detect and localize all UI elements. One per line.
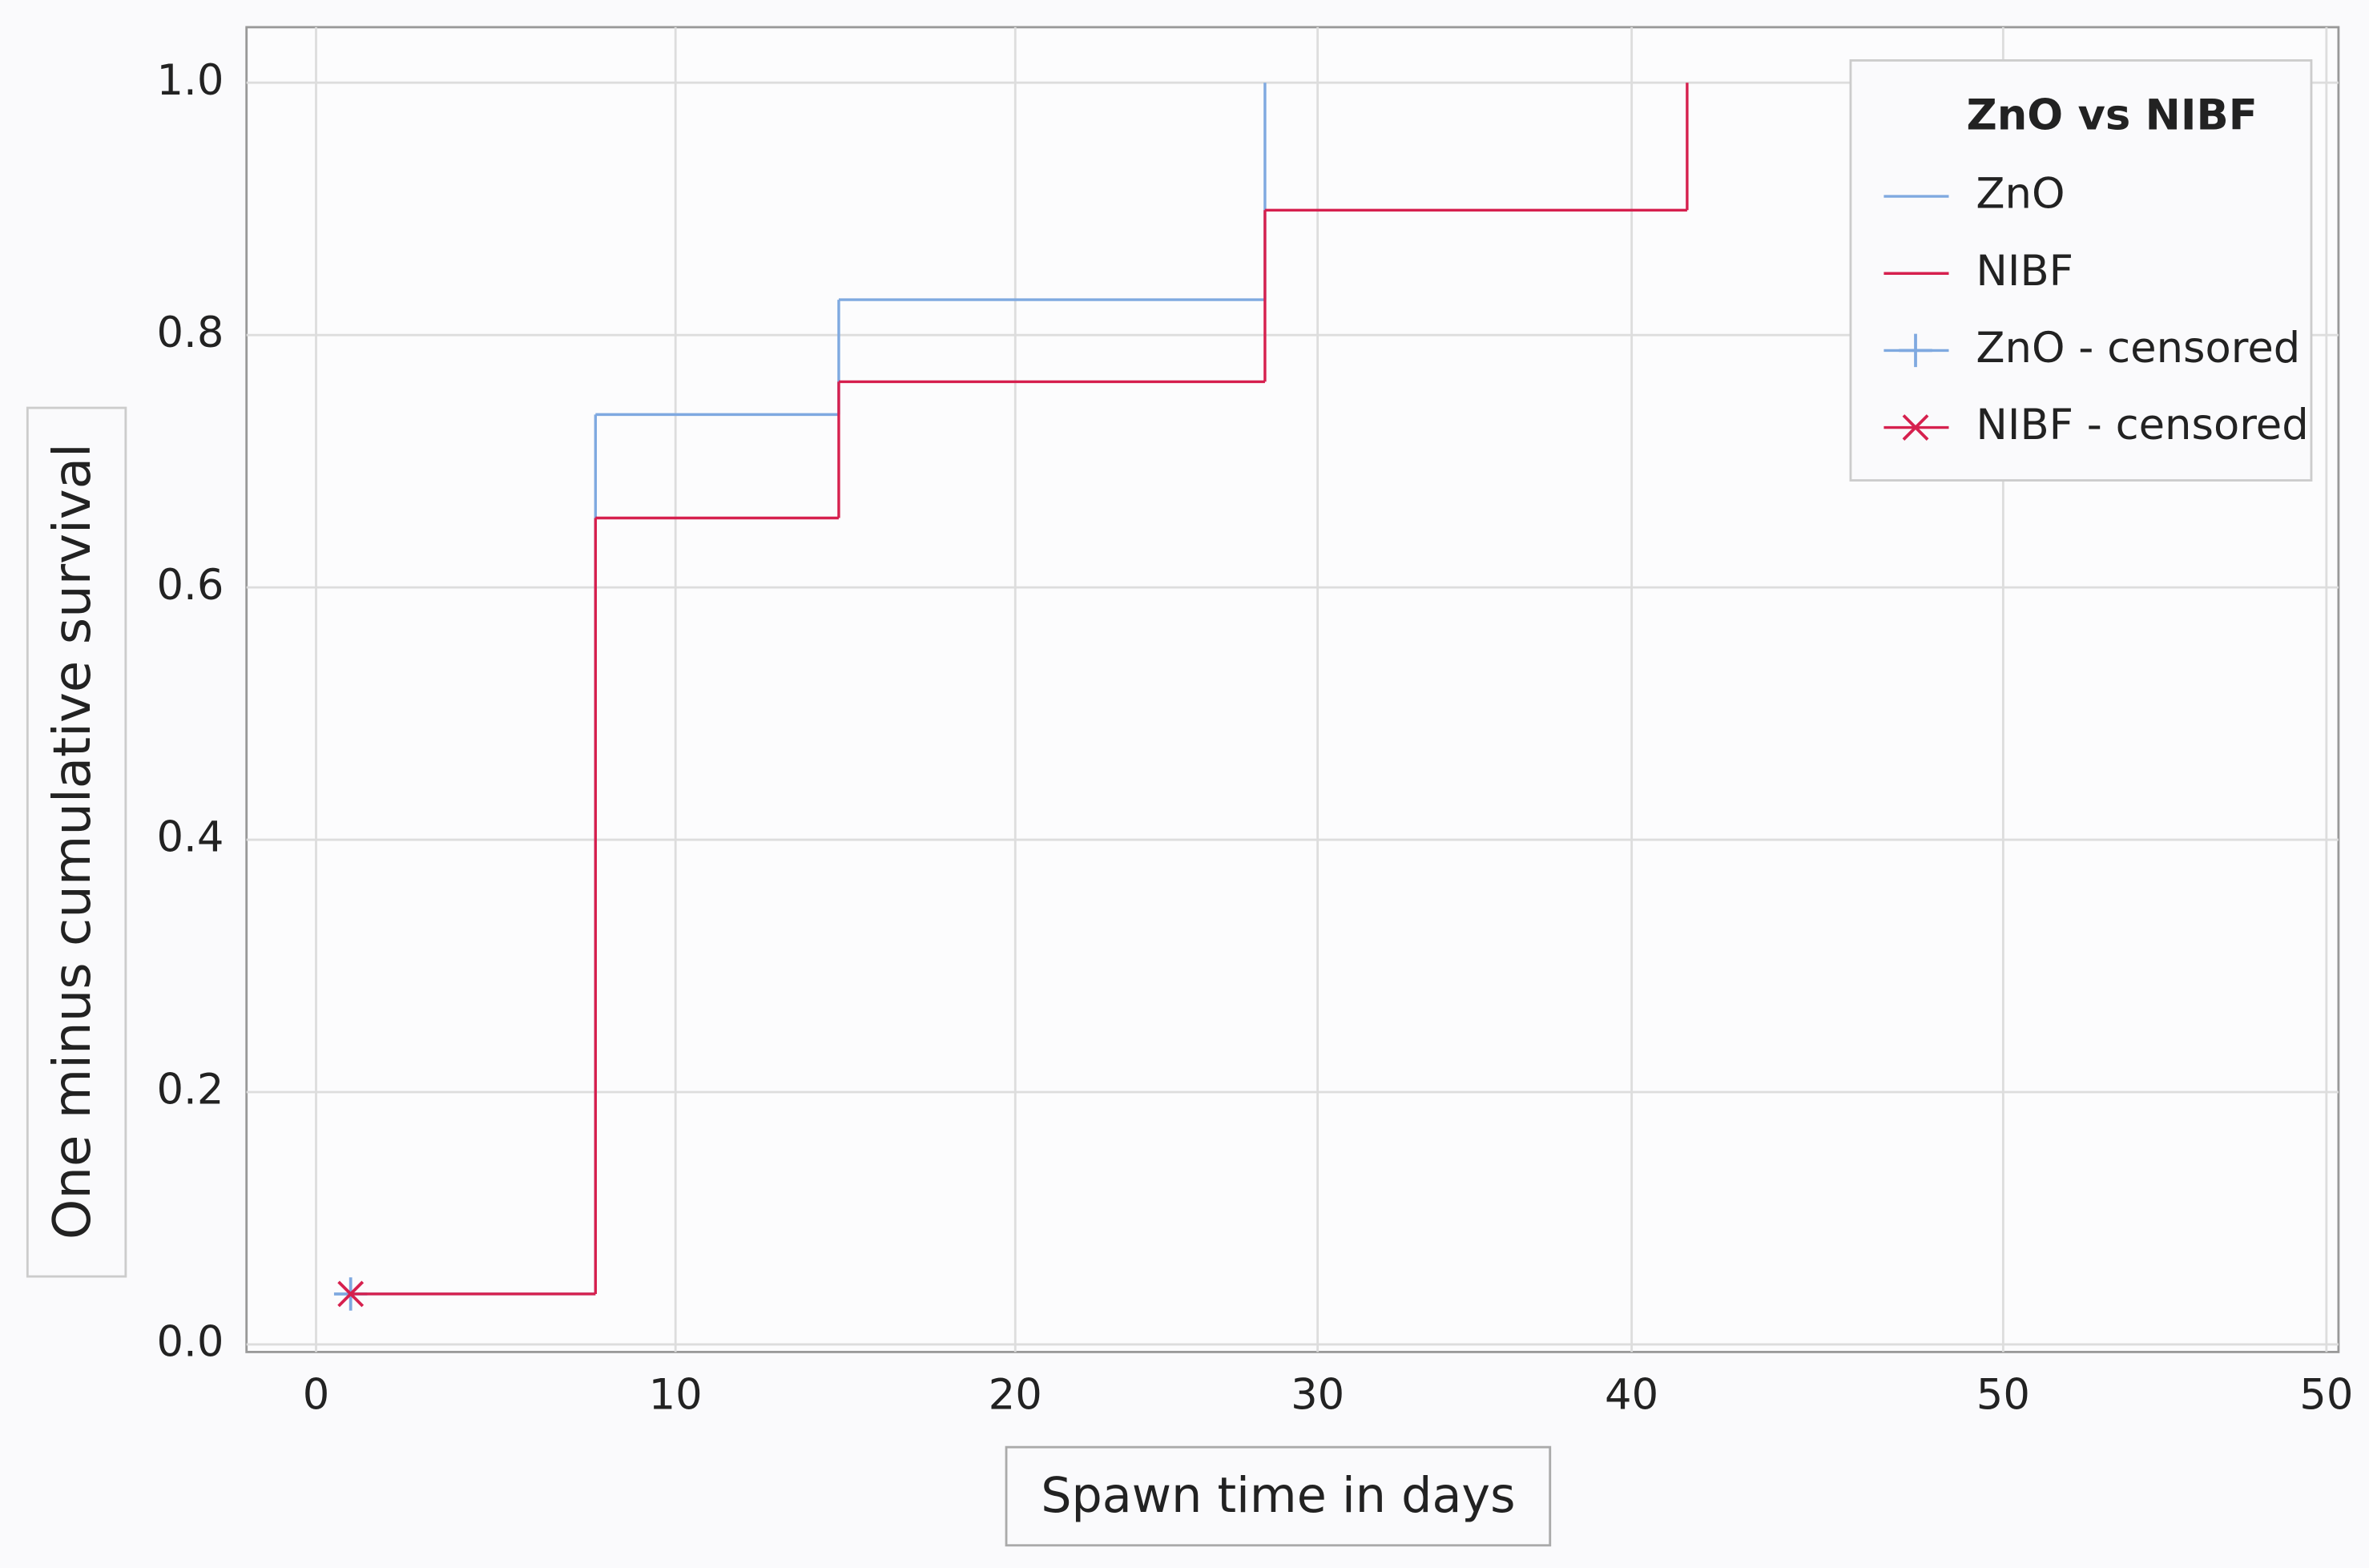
legend: ZnO NIBF ZnO - censored NIBF - censored bbox=[1884, 170, 2309, 449]
y-axis-label: One minus cumulative survival bbox=[43, 443, 103, 1239]
marks bbox=[333, 83, 1689, 1311]
y-tick-label: 0.4 bbox=[156, 813, 224, 862]
x-tick-label: 40 bbox=[1605, 1371, 1658, 1420]
y-tick-label: 0.8 bbox=[156, 308, 224, 357]
censored-marker bbox=[337, 1280, 365, 1308]
x-tick-label: 0 bbox=[303, 1371, 330, 1420]
x-tick-label: 30 bbox=[1291, 1371, 1344, 1420]
legend-label: ZnO bbox=[1976, 170, 2065, 219]
legend-title: ZnO vs NIBF bbox=[1966, 91, 2257, 140]
x-axis-label: Spawn time in days bbox=[1041, 1468, 1515, 1524]
legend-label: NIBF - censored bbox=[1976, 401, 2308, 449]
x-tick-label: 10 bbox=[649, 1371, 703, 1420]
censored-marker bbox=[1899, 333, 1932, 368]
x-tick-label: 50 bbox=[2299, 1371, 2353, 1420]
y-label-box bbox=[26, 406, 127, 1278]
x-tick-label: 20 bbox=[989, 1371, 1042, 1420]
legend-label: ZnO - censored bbox=[1976, 324, 2300, 373]
legend-label: NIBF bbox=[1976, 247, 2073, 296]
y-tick-label: 0.0 bbox=[156, 1318, 224, 1367]
y-tick-label: 1.0 bbox=[156, 56, 224, 105]
x-label-box bbox=[1005, 1445, 1552, 1547]
legend-box bbox=[1849, 59, 2313, 482]
y-tick-label: 0.2 bbox=[156, 1066, 224, 1115]
censored-marker bbox=[1902, 414, 1929, 441]
x-tick-label: 50 bbox=[1976, 1371, 2030, 1420]
y-tick-label: 0.6 bbox=[156, 561, 224, 610]
